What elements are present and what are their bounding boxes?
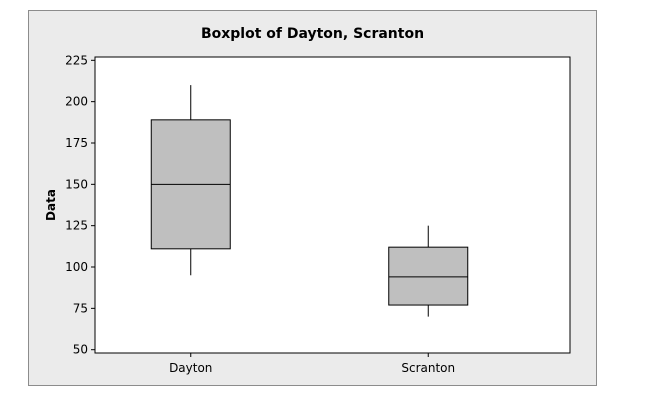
x-tick-label: Dayton [169,361,212,375]
x-tick-label: Scranton [401,361,455,375]
box-dayton [150,85,231,276]
y-axis: 50 75 100 125 150 175 200 225 [65,53,95,357]
y-tick-label: 125 [65,219,88,233]
y-tick-label: 200 [65,95,88,109]
y-tick-label: 150 [65,177,88,191]
y-tick-label: 75 [73,301,88,315]
y-tick-label: 175 [65,136,88,150]
y-axis-label: Data [44,189,58,221]
chart-title: Boxplot of Dayton, Scranton [200,26,425,42]
y-tick-label: 225 [65,53,88,67]
boxes [150,85,469,317]
y-tick-label: 50 [73,343,88,357]
box-scranton [388,225,469,317]
y-tick-label: 100 [65,260,88,274]
iqr-box [388,246,469,306]
x-axis: Dayton Scranton [169,353,455,375]
